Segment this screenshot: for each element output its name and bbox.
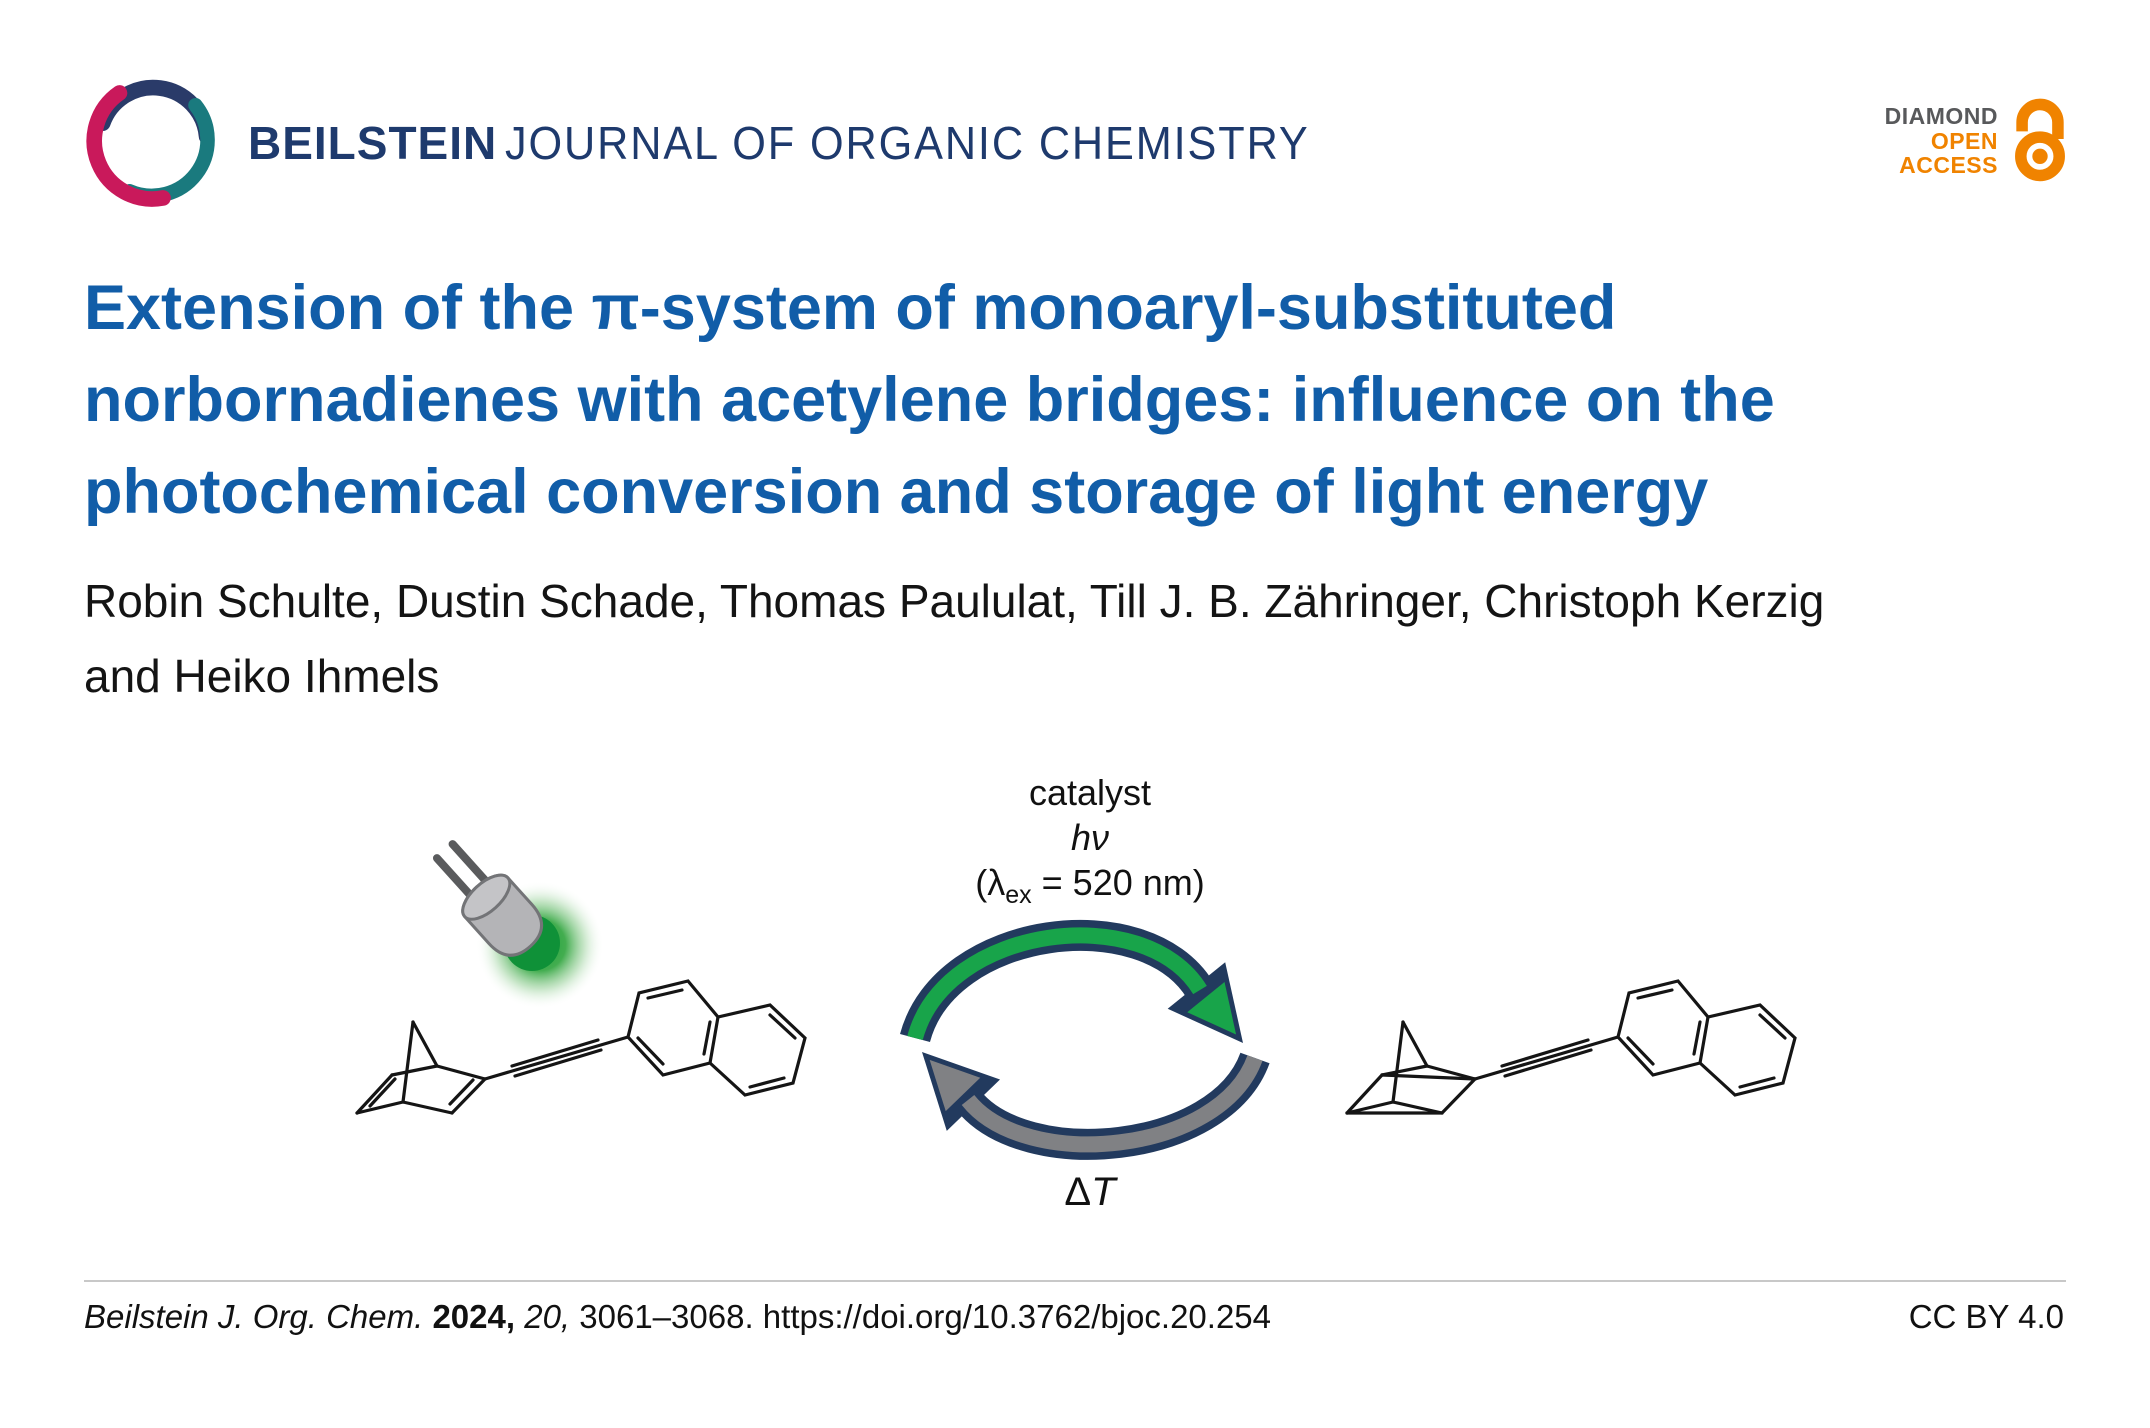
- citation-journal: Beilstein J. Org. Chem.: [84, 1298, 424, 1335]
- journal-name-rest: JOURNAL OF ORGANIC CHEMISTRY: [505, 117, 1310, 169]
- thermal-reversion-label: ΔT: [1064, 1170, 1116, 1214]
- green-led-lamp-icon: [432, 840, 604, 1009]
- badge-access-label: ACCESS: [1899, 152, 1998, 178]
- condition-wavelength: (λex = 520 nm): [975, 862, 1205, 910]
- condition-catalyst: catalyst: [1028, 772, 1152, 813]
- footer-divider: [84, 1280, 2066, 1282]
- journal-name: BEILSTEIN JOURNAL OF ORGANIC CHEMISTRY: [248, 116, 1361, 170]
- photoswitch-cycle-arrows: [900, 920, 1270, 1160]
- beilstein-swirl-logo-icon: [86, 79, 215, 207]
- license-label: CC BY 4.0: [1908, 1298, 2064, 1335]
- condition-light: hν: [1070, 817, 1110, 858]
- title-line-2: norbornadienes with acetylene bridges: i…: [84, 365, 1775, 435]
- gray-curved-cycle-arrow: [922, 1051, 1270, 1160]
- author-list: Robin Schulte, Dustin Schade, Thomas Pau…: [84, 564, 1824, 714]
- badge-open-label: OPEN: [1930, 127, 1998, 154]
- open-access-lock-icon: [2015, 98, 2065, 182]
- open-access-badge: DIAMOND OPEN ACCESS: [1798, 104, 1998, 178]
- doi-link[interactable]: https://doi.org/10.3762/bjoc.20.254: [762, 1298, 1272, 1335]
- journal-name-bold: BEILSTEIN: [248, 117, 498, 169]
- title-line-1: Extension of the π-system of monoaryl-su…: [84, 273, 1617, 343]
- citation-year: 2024,: [432, 1298, 516, 1335]
- page-title: Extension of the π-system of monoaryl-su…: [84, 262, 1775, 538]
- citation: Beilstein J. Org. Chem. 2024, 20, 3061–3…: [84, 1298, 1271, 1336]
- green-curved-cycle-arrow: [900, 920, 1243, 1043]
- title-line-3: photochemical conversion and storage of …: [84, 457, 1709, 527]
- norbornadiene-structure: [355, 979, 807, 1115]
- authors-line-1: Robin Schulte, Dustin Schade, Thomas Pau…: [84, 575, 1825, 627]
- citation-pages: 3061–3068.: [579, 1298, 754, 1335]
- authors-line-2: and Heiko Ihmels: [84, 650, 440, 702]
- reaction-scheme: [355, 840, 1797, 1160]
- quadricyclane-structure: [1345, 979, 1797, 1115]
- reaction-conditions: catalyst hν (λex = 520 nm): [915, 770, 1265, 918]
- citation-volume: 20,: [524, 1298, 571, 1335]
- badge-diamond-label: DIAMOND: [1884, 103, 1998, 129]
